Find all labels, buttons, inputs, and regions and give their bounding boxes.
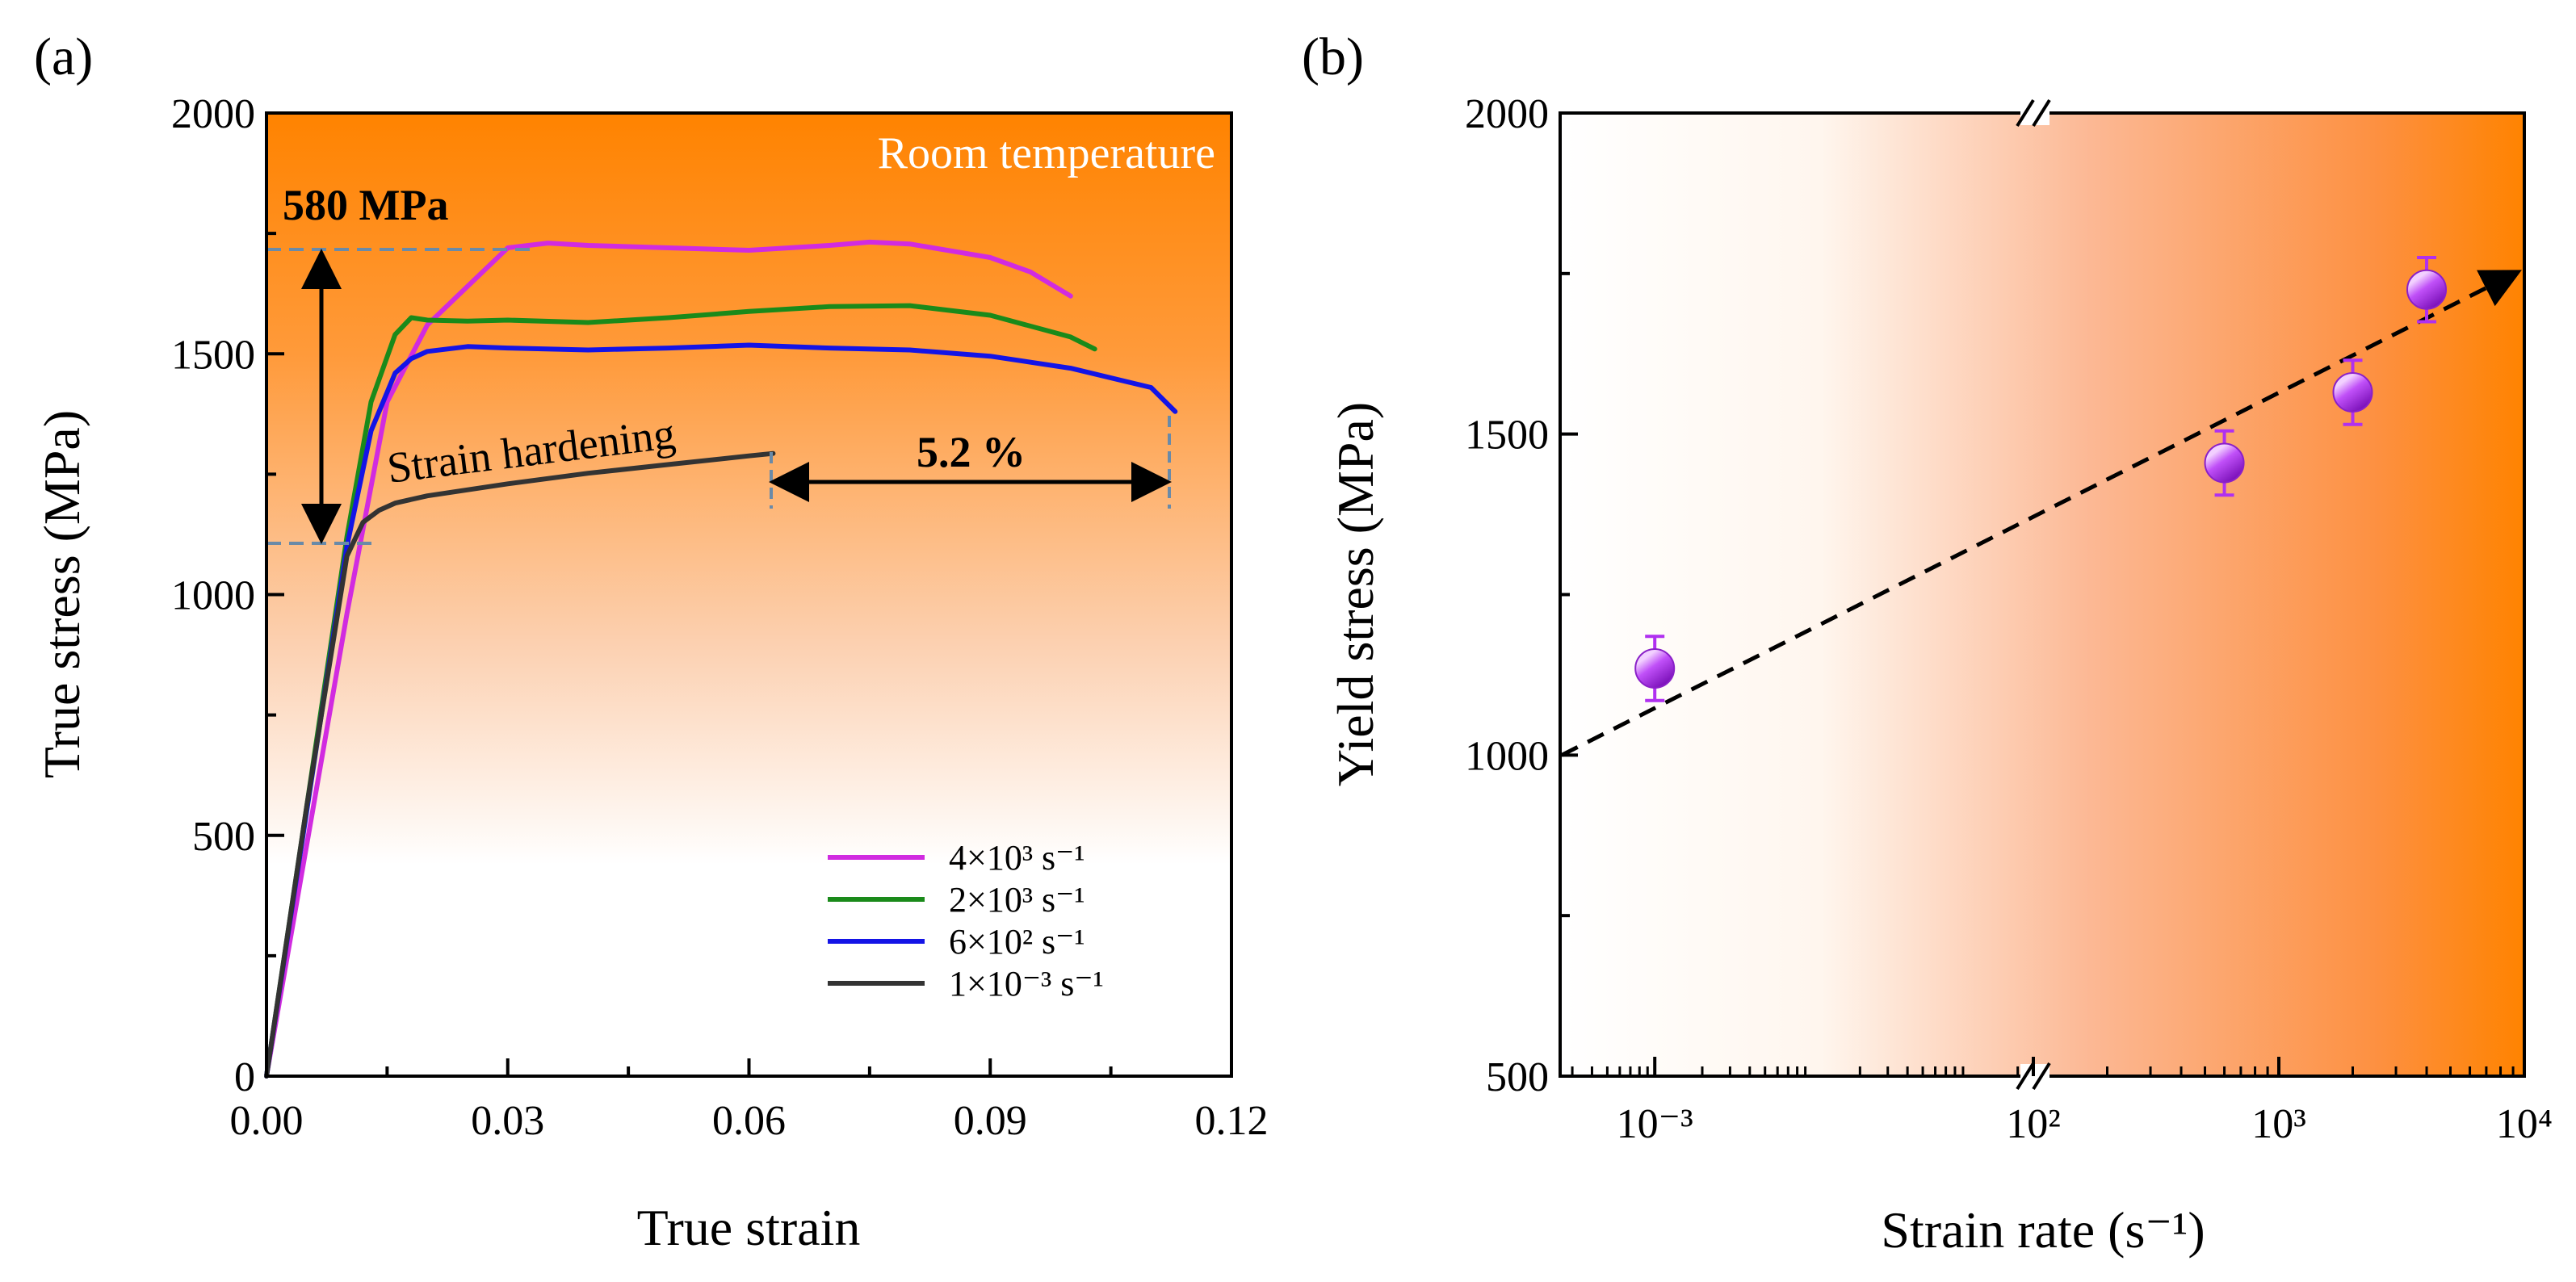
room-temperature-label: Room temperature (878, 128, 1215, 178)
data-point (2406, 269, 2448, 310)
series-line-3 (264, 450, 776, 1079)
y-tick-label: 1500 (171, 332, 255, 378)
panel-b-y-axis-label: Yield stress (MPa) (1327, 402, 1384, 786)
x-tick-label: 10² (2006, 1101, 2061, 1147)
x-tick-label: 0.09 (954, 1098, 1027, 1144)
x-tick-label: 10⁴ (2496, 1101, 2553, 1147)
legend-label: 4×10³ s⁻¹ (949, 838, 1085, 878)
series-line-2 (264, 342, 1178, 1079)
y-tick-label: 500 (192, 814, 255, 860)
y-tick-label: 1500 (1465, 413, 1549, 459)
panel-a: Room temperature 580 MPa Strain hardenin… (33, 27, 1269, 1256)
y-tick-label: 2000 (1465, 91, 1549, 137)
panel-b: 500 1000 1500 2000 10⁻³ 10² 10³ 10⁴ (b) Strain … (1302, 27, 2553, 1259)
x-tick-label: 10⁻³ (1617, 1101, 1693, 1147)
y-tick-label: 2000 (171, 91, 255, 137)
y-tick-label: 0 (234, 1054, 255, 1100)
panel-b-label: (b) (1302, 27, 1364, 86)
x-tick-label: 10³ (2251, 1101, 2306, 1147)
x-tick-label: 0.03 (471, 1098, 544, 1144)
legend-label: 6×10² s⁻¹ (949, 922, 1085, 962)
panel-a-lines (264, 239, 1178, 1079)
panel-b-ticks: 500 1000 1500 2000 10⁻³ 10² 10³ 10⁴ (1465, 91, 2553, 1147)
panel-b-x-axis-label: Strain rate (s⁻¹) (1881, 1201, 2205, 1259)
panel-a-x-axis-label: True strain (637, 1199, 861, 1256)
panel-a-ticks: 0.00 0.03 0.06 0.09 0.12 0 500 1000 1500 2000 (171, 91, 1269, 1144)
x-tick-label: 0.00 (230, 1098, 304, 1144)
data-point (2204, 442, 2245, 484)
panel-b-points (1634, 255, 2448, 702)
data-point (1634, 647, 1676, 689)
panel-b-trend (1560, 270, 2522, 757)
x-tick-label: 0.06 (712, 1098, 786, 1144)
trend-arrow (1560, 270, 2522, 757)
y-tick-label: 500 (1486, 1054, 1549, 1100)
panel-a-guides (266, 248, 1172, 545)
legend-label: 1×10⁻³ s⁻¹ (949, 964, 1104, 1003)
panel-a-legend: 4×10³ s⁻¹2×10³ s⁻¹6×10² s⁻¹1×10⁻³ s⁻¹ (828, 838, 1104, 1003)
panel-b-background (1560, 113, 2524, 1076)
series-line-1 (264, 303, 1097, 1079)
y-tick-label: 1000 (171, 573, 255, 619)
y-tick-label: 1000 (1465, 733, 1549, 779)
x-tick-label: 0.12 (1195, 1098, 1269, 1144)
axis-break-top (2016, 98, 2051, 128)
series-line-0 (264, 239, 1073, 1079)
strain-gap-label: 5.2 % (917, 428, 1026, 476)
stress-gap-label: 580 MPa (283, 181, 448, 229)
panel-a-label: (a) (34, 27, 93, 86)
legend-label: 2×10³ s⁻¹ (949, 880, 1085, 920)
panel-a-background (266, 113, 1231, 1076)
data-point (2332, 371, 2373, 413)
panel-a-y-axis-label: True stress (MPa) (33, 410, 90, 778)
